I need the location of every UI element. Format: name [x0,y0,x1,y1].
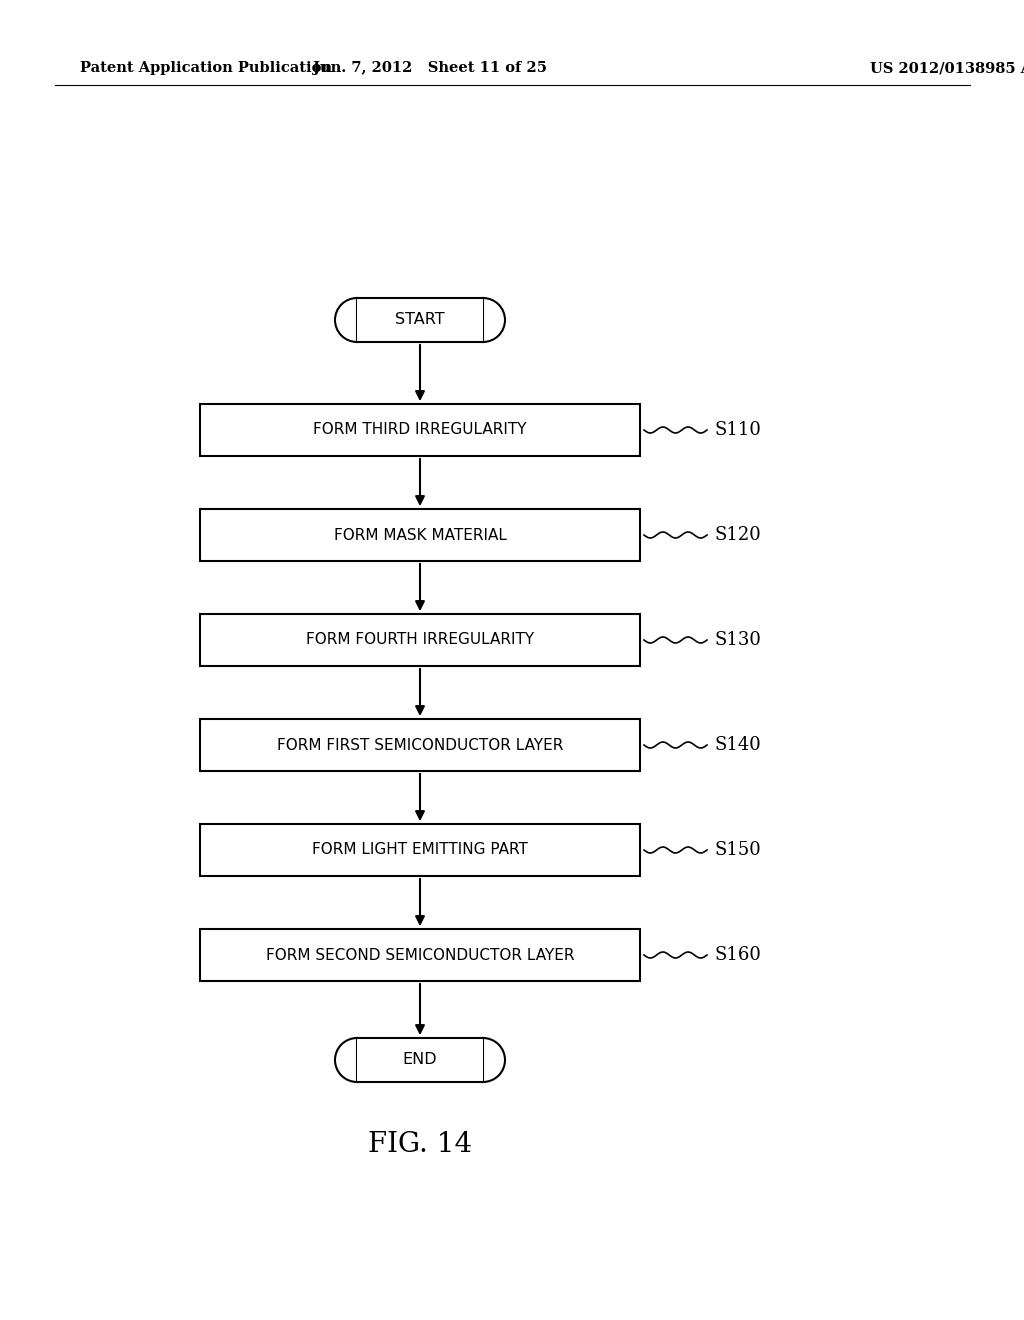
Bar [357,298,483,342]
Bar [357,1038,483,1082]
Text: Jun. 7, 2012   Sheet 11 of 25: Jun. 7, 2012 Sheet 11 of 25 [313,61,547,75]
Text: S120: S120 [715,525,762,544]
Text: FORM LIGHT EMITTING PART: FORM LIGHT EMITTING PART [312,842,528,858]
Text: S150: S150 [715,841,762,859]
Text: START: START [395,313,444,327]
Text: END: END [402,1052,437,1068]
Text: S160: S160 [715,946,762,964]
Text: FORM FIRST SEMICONDUCTOR LAYER: FORM FIRST SEMICONDUCTOR LAYER [276,738,563,752]
Wedge shape [483,298,505,342]
Text: Patent Application Publication: Patent Application Publication [80,61,332,75]
Bar [200,404,640,455]
Text: S110: S110 [715,421,762,440]
Bar [200,929,640,981]
Wedge shape [483,1038,505,1082]
Text: S140: S140 [715,737,762,754]
Bar [200,510,640,561]
Text: S130: S130 [715,631,762,649]
Text: FORM THIRD IRREGULARITY: FORM THIRD IRREGULARITY [313,422,526,437]
Text: FORM FOURTH IRREGULARITY: FORM FOURTH IRREGULARITY [306,632,535,648]
Text: FIG. 14: FIG. 14 [368,1131,472,1159]
Text: US 2012/0138985 A1: US 2012/0138985 A1 [870,61,1024,75]
Text: FORM SECOND SEMICONDUCTOR LAYER: FORM SECOND SEMICONDUCTOR LAYER [266,948,574,962]
Bar [200,719,640,771]
Wedge shape [335,1038,357,1082]
Text: FORM MASK MATERIAL: FORM MASK MATERIAL [334,528,507,543]
Bar [200,614,640,667]
Wedge shape [335,298,357,342]
Bar [200,824,640,876]
